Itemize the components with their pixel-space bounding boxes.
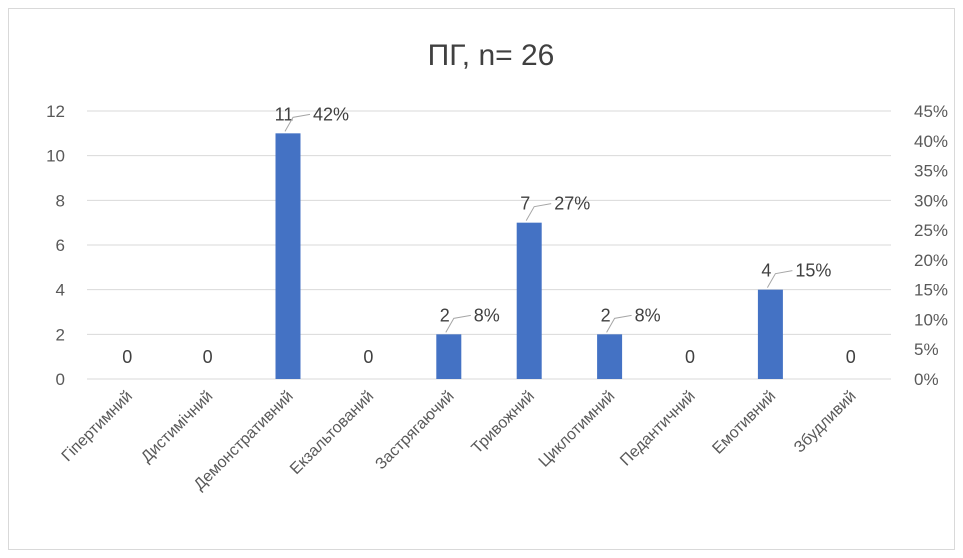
data-label-value: 0	[685, 347, 695, 367]
data-label-value: 4	[761, 261, 771, 281]
data-label-value: 7	[520, 194, 530, 214]
x-axis-category-labels: Гіпертимний ДистимічнийДемонстративнийЕкз…	[59, 388, 860, 494]
category-label: Тривожний	[469, 388, 538, 457]
category-label: Збудливий	[791, 388, 860, 457]
category-label: Циклотимний	[536, 388, 619, 471]
gridlines	[87, 110, 891, 380]
y-tick-label: 4	[56, 281, 65, 300]
data-label-value: 0	[122, 347, 132, 367]
y2-tick-label: 40%	[914, 132, 948, 151]
data-label-percent: 42%	[313, 104, 349, 124]
y2-tick-label: 30%	[914, 191, 948, 210]
category-label: Екзальтований	[287, 388, 377, 478]
bar	[275, 133, 301, 379]
leader-line	[445, 314, 471, 333]
data-label-percent: 15%	[795, 261, 831, 281]
data-label-percent: 8%	[635, 305, 661, 325]
category-label: Гіпертимний	[59, 388, 136, 465]
y2-tick-label: 25%	[914, 221, 948, 240]
y-axis-left-ticks: 0 2 4 6 8 10 12	[46, 102, 65, 389]
y-tick-label: 2	[56, 325, 65, 344]
bar	[436, 334, 462, 379]
data-label-value: 0	[363, 347, 373, 367]
leader-line	[284, 113, 311, 132]
data-labels: 0 0 11 42% 0 2 8% 7 27% 2 8% 0 4 15% 0	[122, 104, 856, 367]
y-axis-right-ticks: 0% 5% 10% 15% 20% 25% 30% 35% 40% 45%	[914, 102, 948, 389]
chart-frame: ПГ, n= 26 0 2 4 6 8 10 12 0% 5% 10% 15% 20% 25% 30% 3…	[8, 8, 955, 550]
data-label-percent: 8%	[474, 305, 500, 325]
data-label-percent: 27%	[554, 194, 590, 214]
category-label: Педантичний	[617, 388, 699, 470]
y-tick-label: 12	[46, 102, 65, 121]
data-label-value: 0	[846, 347, 856, 367]
leader-line	[606, 314, 632, 333]
y2-tick-label: 15%	[914, 281, 948, 300]
y2-tick-label: 20%	[914, 251, 948, 270]
data-label-value: 11	[275, 104, 294, 124]
data-label-value: 2	[440, 305, 450, 325]
y2-tick-label: 35%	[914, 162, 948, 181]
data-label-value: 0	[203, 347, 213, 367]
y2-tick-label: 10%	[914, 310, 948, 329]
y-tick-label: 10	[46, 147, 65, 166]
y-tick-label: 8	[56, 191, 65, 210]
y2-tick-label: 0%	[914, 370, 939, 389]
category-label: Застрягаючий	[372, 388, 457, 473]
category-label: Емотивний	[709, 388, 779, 458]
bar-chart: ПГ, n= 26 0 2 4 6 8 10 12 0% 5% 10% 15% 20% 25% 30% 3…	[46, 39, 948, 494]
category-label: Дистимічний	[138, 388, 216, 466]
y-tick-label: 6	[56, 236, 65, 255]
bar	[757, 289, 783, 379]
chart-title: ПГ, n= 26	[428, 39, 555, 72]
y2-tick-label: 5%	[914, 340, 939, 359]
bars	[275, 133, 783, 379]
y2-tick-label: 45%	[914, 102, 948, 121]
y-tick-label: 0	[56, 370, 65, 389]
bar	[597, 334, 623, 379]
bar	[516, 222, 542, 379]
leader-line	[766, 270, 793, 288]
data-label-value: 2	[601, 305, 611, 325]
leader-line	[525, 203, 552, 221]
